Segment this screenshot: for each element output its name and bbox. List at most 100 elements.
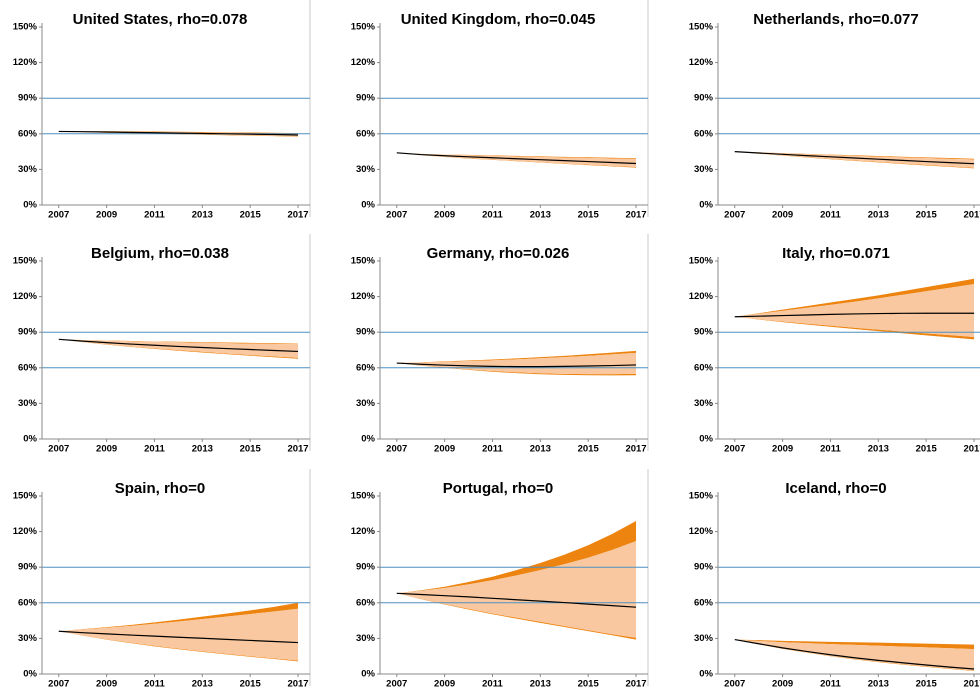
y-tick-label: 30% — [356, 398, 376, 409]
panel: 0% 30% 60% 90% 120% 150% 2007 2009 2011 2013 2015 2… — [689, 480, 980, 690]
x-tick-label: 2007 — [386, 679, 407, 690]
panel: 0% 30% 60% 90% 120% 150% 2007 2009 2011 2013 2015 2… — [689, 245, 980, 455]
y-tick-label: 120% — [689, 57, 714, 68]
x-tick-label: 2009 — [434, 210, 455, 221]
panel: 0% 30% 60% 90% 120% 150% 2007 2009 2011 2013 2015 2… — [351, 0, 649, 221]
y-tick-label: 90% — [18, 93, 38, 104]
y-tick-label: 150% — [689, 22, 714, 33]
y-tick-label: 0% — [699, 669, 713, 680]
x-tick-label: 2009 — [96, 444, 117, 455]
chart-title: United States, rho=0.078 — [73, 11, 248, 28]
y-tick-label: 30% — [694, 633, 714, 644]
y-tick-label: 150% — [689, 491, 714, 502]
y-tick-label: 0% — [23, 434, 37, 445]
y-tick-label: 0% — [699, 434, 713, 445]
x-tick-label: 2011 — [144, 679, 165, 690]
fan-outer-lower — [734, 316, 975, 340]
y-tick-label: 150% — [689, 256, 714, 267]
x-tick-label: 2015 — [578, 444, 600, 455]
y-tick-label: 150% — [13, 256, 38, 267]
y-tick-label: 120% — [689, 291, 714, 302]
y-tick-label: 90% — [356, 93, 376, 104]
x-tick-label: 2007 — [48, 210, 69, 221]
y-tick-label: 120% — [13, 57, 38, 68]
x-tick-label: 2017 — [963, 679, 980, 690]
central-line — [396, 362, 637, 368]
x-tick-label: 2015 — [578, 210, 600, 221]
fan-outer-upper — [734, 151, 975, 160]
x-tick-label: 2013 — [868, 679, 889, 690]
y-tick-label: 90% — [694, 93, 714, 104]
central-line — [734, 312, 975, 318]
y-tick-label: 90% — [18, 562, 38, 573]
x-tick-label: 2009 — [772, 444, 793, 455]
y-tick-label: 0% — [361, 434, 375, 445]
chart-title: Germany, rho=0.026 — [427, 245, 570, 262]
x-tick-label: 2017 — [963, 444, 980, 455]
x-tick-label: 2007 — [724, 679, 745, 690]
y-tick-label: 120% — [351, 291, 376, 302]
x-tick-label: 2015 — [916, 444, 938, 455]
y-tick-label: 60% — [18, 597, 38, 608]
panel: 0% 30% 60% 90% 120% 150% 2007 2009 2011 2013 2015 2… — [13, 0, 311, 221]
y-tick-label: 120% — [351, 57, 376, 68]
y-tick-label: 150% — [351, 256, 376, 267]
x-tick-label: 2015 — [240, 444, 262, 455]
y-tick-label: 30% — [356, 633, 376, 644]
fan-inner — [734, 151, 975, 168]
x-tick-label: 2007 — [386, 210, 407, 221]
chart-title: Spain, rho=0 — [115, 480, 205, 497]
y-tick-label: 0% — [361, 200, 375, 211]
y-tick-label: 60% — [694, 128, 714, 139]
y-tick-label: 0% — [361, 669, 375, 680]
x-tick-label: 2017 — [625, 210, 646, 221]
y-tick-label: 60% — [18, 362, 38, 373]
central-line — [734, 151, 975, 165]
x-tick-label: 2013 — [530, 444, 551, 455]
chart-title: Iceland, rho=0 — [785, 480, 886, 497]
x-tick-label: 2009 — [96, 210, 117, 221]
x-tick-label: 2011 — [820, 679, 841, 690]
x-tick-label: 2011 — [144, 444, 165, 455]
fan-outer-upper — [396, 152, 637, 159]
x-tick-label: 2009 — [772, 210, 793, 221]
x-tick-label: 2017 — [287, 444, 308, 455]
x-tick-label: 2013 — [868, 210, 889, 221]
x-tick-label: 2013 — [530, 679, 551, 690]
x-tick-label: 2009 — [772, 679, 793, 690]
y-tick-label: 90% — [18, 327, 38, 338]
x-tick-label: 2013 — [192, 679, 213, 690]
x-tick-label: 2007 — [386, 444, 407, 455]
fan-outer-lower — [396, 593, 637, 640]
y-tick-label: 90% — [694, 327, 714, 338]
fan-outer-upper — [58, 339, 299, 345]
x-tick-label: 2011 — [820, 444, 841, 455]
x-tick-label: 2009 — [434, 679, 455, 690]
x-tick-label: 2009 — [434, 444, 455, 455]
fan-outer-upper — [396, 520, 637, 594]
x-tick-label: 2007 — [724, 444, 745, 455]
chart-title: United Kingdom, rho=0.045 — [401, 11, 596, 28]
y-tick-label: 90% — [356, 327, 376, 338]
y-tick-label: 60% — [356, 597, 376, 608]
chart-title: Portugal, rho=0 — [443, 480, 553, 497]
central-line — [58, 130, 299, 136]
y-tick-label: 30% — [356, 164, 376, 175]
y-tick-label: 30% — [694, 398, 714, 409]
central-line — [58, 338, 299, 353]
x-tick-label: 2007 — [48, 444, 69, 455]
x-tick-label: 2013 — [192, 210, 213, 221]
panel: 0% 30% 60% 90% 120% 150% 2007 2009 2011 2013 2015 2… — [13, 234, 311, 455]
x-tick-label: 2013 — [530, 210, 551, 221]
chart-title: Belgium, rho=0.038 — [91, 245, 229, 262]
y-tick-label: 150% — [351, 491, 376, 502]
x-tick-label: 2013 — [868, 444, 889, 455]
y-tick-label: 60% — [18, 128, 38, 139]
fan-inner — [396, 352, 637, 375]
panel: 0% 30% 60% 90% 120% 150% 2007 2009 2011 2013 2015 2… — [351, 234, 649, 455]
y-tick-label: 30% — [694, 164, 714, 175]
fan-outer-lower — [58, 631, 299, 662]
central-line — [396, 592, 637, 608]
x-tick-label: 2011 — [482, 679, 503, 690]
y-tick-label: 60% — [694, 362, 714, 373]
